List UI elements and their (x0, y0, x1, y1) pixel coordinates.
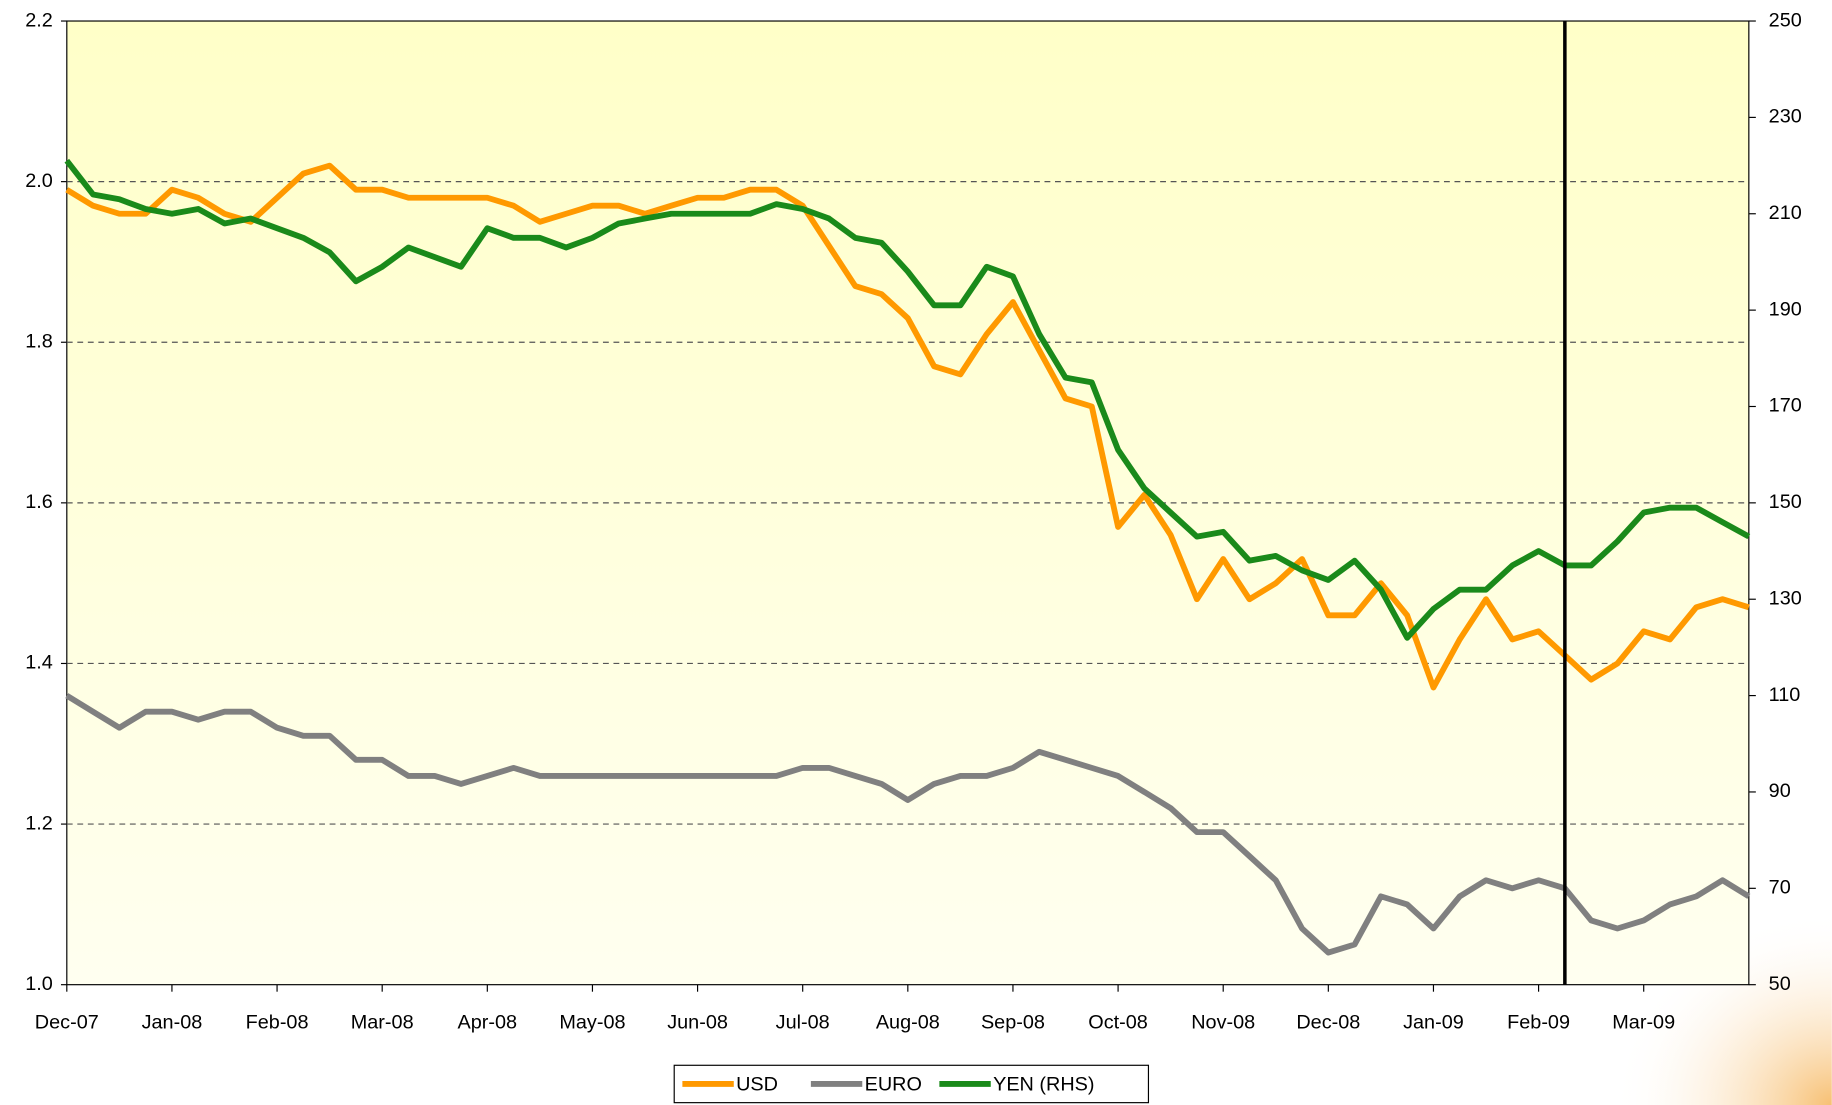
y2-tick-label: 130 (1769, 587, 1802, 609)
y2-tick-label: 90 (1769, 780, 1791, 802)
y-tick-label: 2.0 (25, 170, 53, 192)
y-tick-label: 2.2 (25, 9, 53, 31)
x-tick-label: Oct-08 (1088, 1011, 1148, 1033)
x-tick-label: Feb-09 (1507, 1011, 1570, 1033)
y-tick-label: 1.4 (25, 652, 53, 674)
x-tick-label: Jul-08 (776, 1011, 830, 1033)
x-tick-label: Mar-08 (351, 1011, 414, 1033)
y-tick-label: 1.2 (25, 812, 53, 834)
y-tick-label: 1.8 (25, 330, 53, 352)
y-tick-label: 1.6 (25, 491, 53, 513)
x-tick-label: Apr-08 (458, 1011, 518, 1033)
x-tick-label: Jan-08 (142, 1011, 203, 1033)
x-tick-label: Jan-09 (1403, 1011, 1464, 1033)
y2-tick-label: 110 (1769, 684, 1801, 706)
x-tick-label: Dec-07 (35, 1011, 99, 1033)
y2-tick-label: 70 (1769, 877, 1791, 899)
y2-tick-label: 50 (1769, 973, 1791, 995)
x-tick-label: Feb-08 (246, 1011, 309, 1033)
series-line (64, 158, 1751, 641)
x-tick-label: Sep-08 (981, 1011, 1045, 1033)
x-tick-label: Dec-08 (1296, 1011, 1360, 1033)
x-tick-label: May-08 (559, 1011, 625, 1033)
y2-tick-label: 170 (1769, 395, 1802, 417)
series-line (65, 693, 1751, 956)
legend-box (673, 1064, 1150, 1104)
x-tick-label: Jun-08 (667, 1011, 728, 1033)
y2-tick-label: 250 (1769, 9, 1802, 31)
x-tick-label: Aug-08 (876, 1011, 940, 1033)
legend-label: YEN (RHS) (993, 1073, 1094, 1095)
y2-tick-label: 230 (1769, 106, 1802, 128)
x-tick-label: Mar-09 (1612, 1011, 1675, 1033)
y2-tick-label: 150 (1769, 491, 1802, 513)
legend-label: EURO (865, 1073, 922, 1095)
x-tick-label: Nov-08 (1191, 1011, 1255, 1033)
y-tick-label: 1.0 (25, 973, 53, 995)
legend-label: USD (736, 1073, 778, 1095)
legend: USD EURO YEN (RHS) (673, 1064, 1150, 1104)
series-line (65, 162, 1750, 691)
y2-tick-label: 190 (1769, 298, 1802, 320)
y2-tick-label: 210 (1769, 202, 1802, 224)
